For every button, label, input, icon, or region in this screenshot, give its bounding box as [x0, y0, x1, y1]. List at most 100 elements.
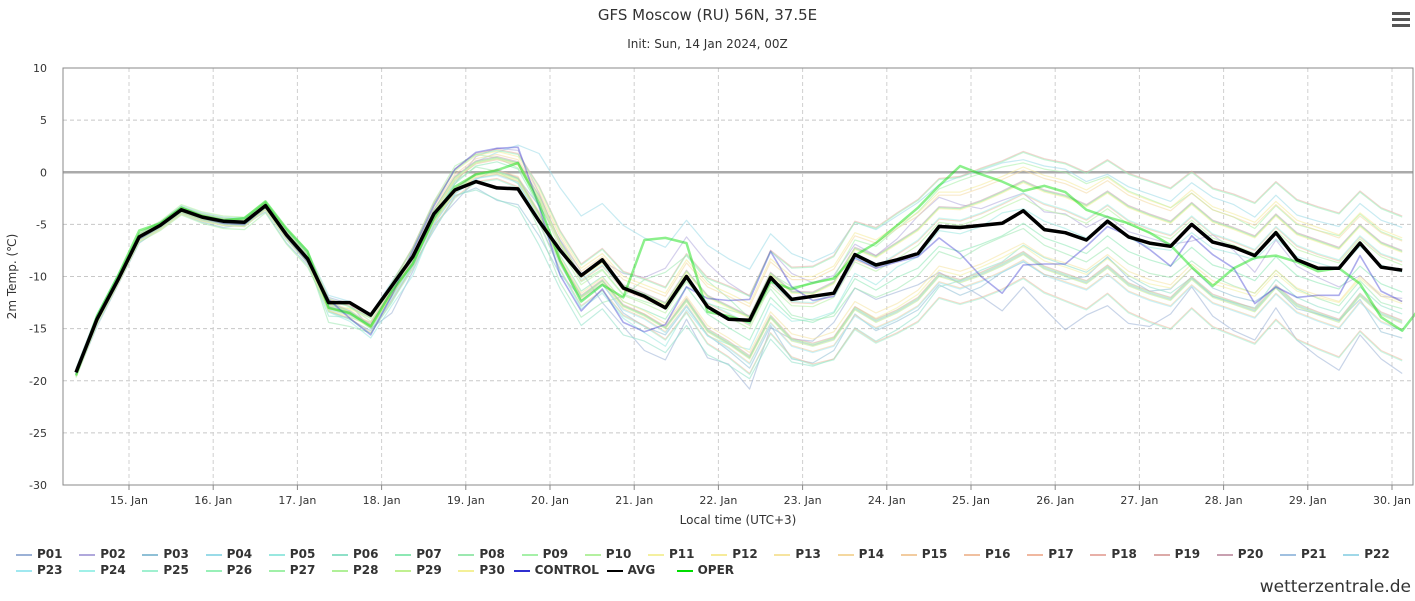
- legend-line-icon: [79, 569, 96, 572]
- series-line-p26: [75, 149, 1403, 370]
- legend-line-icon: [16, 553, 32, 556]
- legend-item-p18[interactable]: P18: [1090, 546, 1137, 562]
- hamburger-menu-icon[interactable]: [1392, 12, 1410, 28]
- legend-item-p21[interactable]: P21: [1280, 546, 1327, 562]
- legend-line-icon: [458, 569, 475, 572]
- x-tick-label: 28. Jan: [1205, 494, 1243, 507]
- legend-item-avg[interactable]: AVG: [606, 562, 656, 578]
- series-line-p27: [75, 170, 1403, 373]
- legend-label: P01: [37, 547, 63, 561]
- legend-item-p07[interactable]: P07: [395, 546, 442, 562]
- legend-item-oper[interactable]: OPER: [676, 562, 735, 578]
- series-line-p29: [75, 171, 1403, 371]
- legend-item-p03[interactable]: P03: [142, 546, 189, 562]
- legend-item-p22[interactable]: P22: [1343, 546, 1390, 562]
- series-line-p18: [75, 148, 1403, 370]
- legend-label: P20: [1237, 547, 1264, 561]
- x-tick-label: 19. Jan: [447, 494, 485, 507]
- legend-item-p08[interactable]: P08: [458, 546, 505, 562]
- series-line-p19: [75, 169, 1403, 373]
- legend-item-p06[interactable]: P06: [332, 546, 379, 562]
- legend-label: P07: [416, 547, 442, 561]
- legend-line-icon: [964, 553, 980, 556]
- legend-label: P18: [1111, 547, 1137, 561]
- legend-item-p19[interactable]: P19: [1153, 546, 1201, 562]
- legend-item-p29[interactable]: P29: [395, 562, 442, 578]
- y-tick-label: -25: [29, 427, 47, 440]
- legend-item-p01[interactable]: P01: [16, 546, 63, 562]
- x-tick-label: 21. Jan: [615, 494, 653, 507]
- legend-label: OPER: [697, 563, 735, 577]
- legend-item-p09[interactable]: P09: [521, 546, 568, 562]
- legend-label: P22: [1364, 547, 1390, 561]
- legend-item-p30[interactable]: P30: [458, 562, 505, 578]
- legend-item-p14[interactable]: P14: [837, 546, 885, 562]
- legend-label: AVG: [627, 563, 656, 577]
- legend-line-icon: [395, 553, 412, 556]
- legend-label: P13: [795, 547, 821, 561]
- legend-item-p16[interactable]: P16: [964, 546, 1011, 562]
- axes: 10 5 0 -5 -10 -15 -20 -25 -30 15. Jan 16. Jan 17. J…: [5, 62, 1414, 527]
- x-tick-label: 16. Jan: [194, 494, 232, 507]
- legend-item-p26[interactable]: P26: [205, 562, 252, 578]
- legend-item-p12[interactable]: P12: [711, 546, 758, 562]
- legend-line-icon: [16, 569, 32, 572]
- y-tick-label: -10: [29, 271, 47, 284]
- legend-line-icon: [268, 569, 285, 572]
- legend-item-p23[interactable]: P23: [16, 562, 63, 578]
- legend-item-p20[interactable]: P20: [1216, 546, 1264, 562]
- legend-item-control[interactable]: CONTROL: [513, 562, 599, 578]
- legend-line-icon: [458, 553, 475, 556]
- legend-item-p02[interactable]: P02: [79, 546, 126, 562]
- legend-item-p25[interactable]: P25: [142, 562, 189, 578]
- legend-label: P27: [289, 563, 316, 577]
- temperature-chart: 10 5 0 -5 -10 -15 -20 -25 -30 15. Jan 16. Jan 17. J…: [5, 62, 1415, 527]
- legend-item-p28[interactable]: P28: [332, 562, 379, 578]
- legend-label: P15: [921, 547, 948, 561]
- legend-item-p15[interactable]: P15: [900, 546, 948, 562]
- series-line-p25: [75, 178, 1403, 376]
- legend-line-icon: [1216, 553, 1233, 556]
- legend-item-p05[interactable]: P05: [268, 546, 315, 562]
- legend-label: P19: [1174, 547, 1201, 561]
- y-tick-label: 10: [33, 62, 47, 75]
- legend-item-p04[interactable]: P04: [205, 546, 252, 562]
- series-line-p07: [75, 161, 1403, 371]
- legend-line-icon: [142, 569, 159, 572]
- legend-line-icon: [676, 569, 693, 572]
- series-line-p12: [75, 150, 1403, 375]
- legend-label: P30: [479, 563, 505, 577]
- legend-line-icon: [1343, 553, 1360, 556]
- legend-line-icon: [1153, 553, 1170, 556]
- x-axis-label: Local time (UTC+3): [680, 513, 797, 527]
- legend-item-p27[interactable]: P27: [268, 562, 316, 578]
- legend-line-icon: [395, 569, 412, 572]
- y-tick-label: -30: [29, 479, 47, 492]
- legend-item-p10[interactable]: P10: [584, 546, 631, 562]
- x-tick-label: 27. Jan: [1120, 494, 1158, 507]
- y-tick-label: 0: [40, 166, 47, 179]
- legend-line-icon: [79, 553, 96, 556]
- x-tick-label: 18. Jan: [363, 494, 401, 507]
- legend-item-p11[interactable]: P11: [648, 546, 695, 562]
- series-line-p10: [75, 158, 1403, 370]
- legend-line-icon: [521, 553, 538, 556]
- chart-title: GFS Moscow (RU) 56N, 37.5E: [597, 6, 818, 24]
- series-line-p21: [75, 170, 1403, 371]
- series-line-p14: [75, 153, 1403, 377]
- legend-item-p24[interactable]: P24: [79, 562, 126, 578]
- legend-item-p17[interactable]: P17: [1027, 546, 1074, 562]
- legend-line-icon: [142, 553, 159, 556]
- series-line-p13: [75, 169, 1403, 371]
- gridlines: [63, 68, 1413, 485]
- series-line-p20: [75, 156, 1403, 375]
- legend-item-p13[interactable]: P13: [774, 546, 821, 562]
- plot-frame: [62, 67, 1414, 486]
- legend-line-icon: [648, 553, 664, 556]
- legend-line-icon: [332, 553, 348, 556]
- legend-label: P14: [858, 547, 885, 561]
- legend-line-icon: [1090, 553, 1107, 556]
- x-tick-label: 23. Jan: [784, 494, 822, 507]
- x-tick-label: 30. Jan: [1373, 494, 1411, 507]
- y-tick-label: -20: [29, 375, 47, 388]
